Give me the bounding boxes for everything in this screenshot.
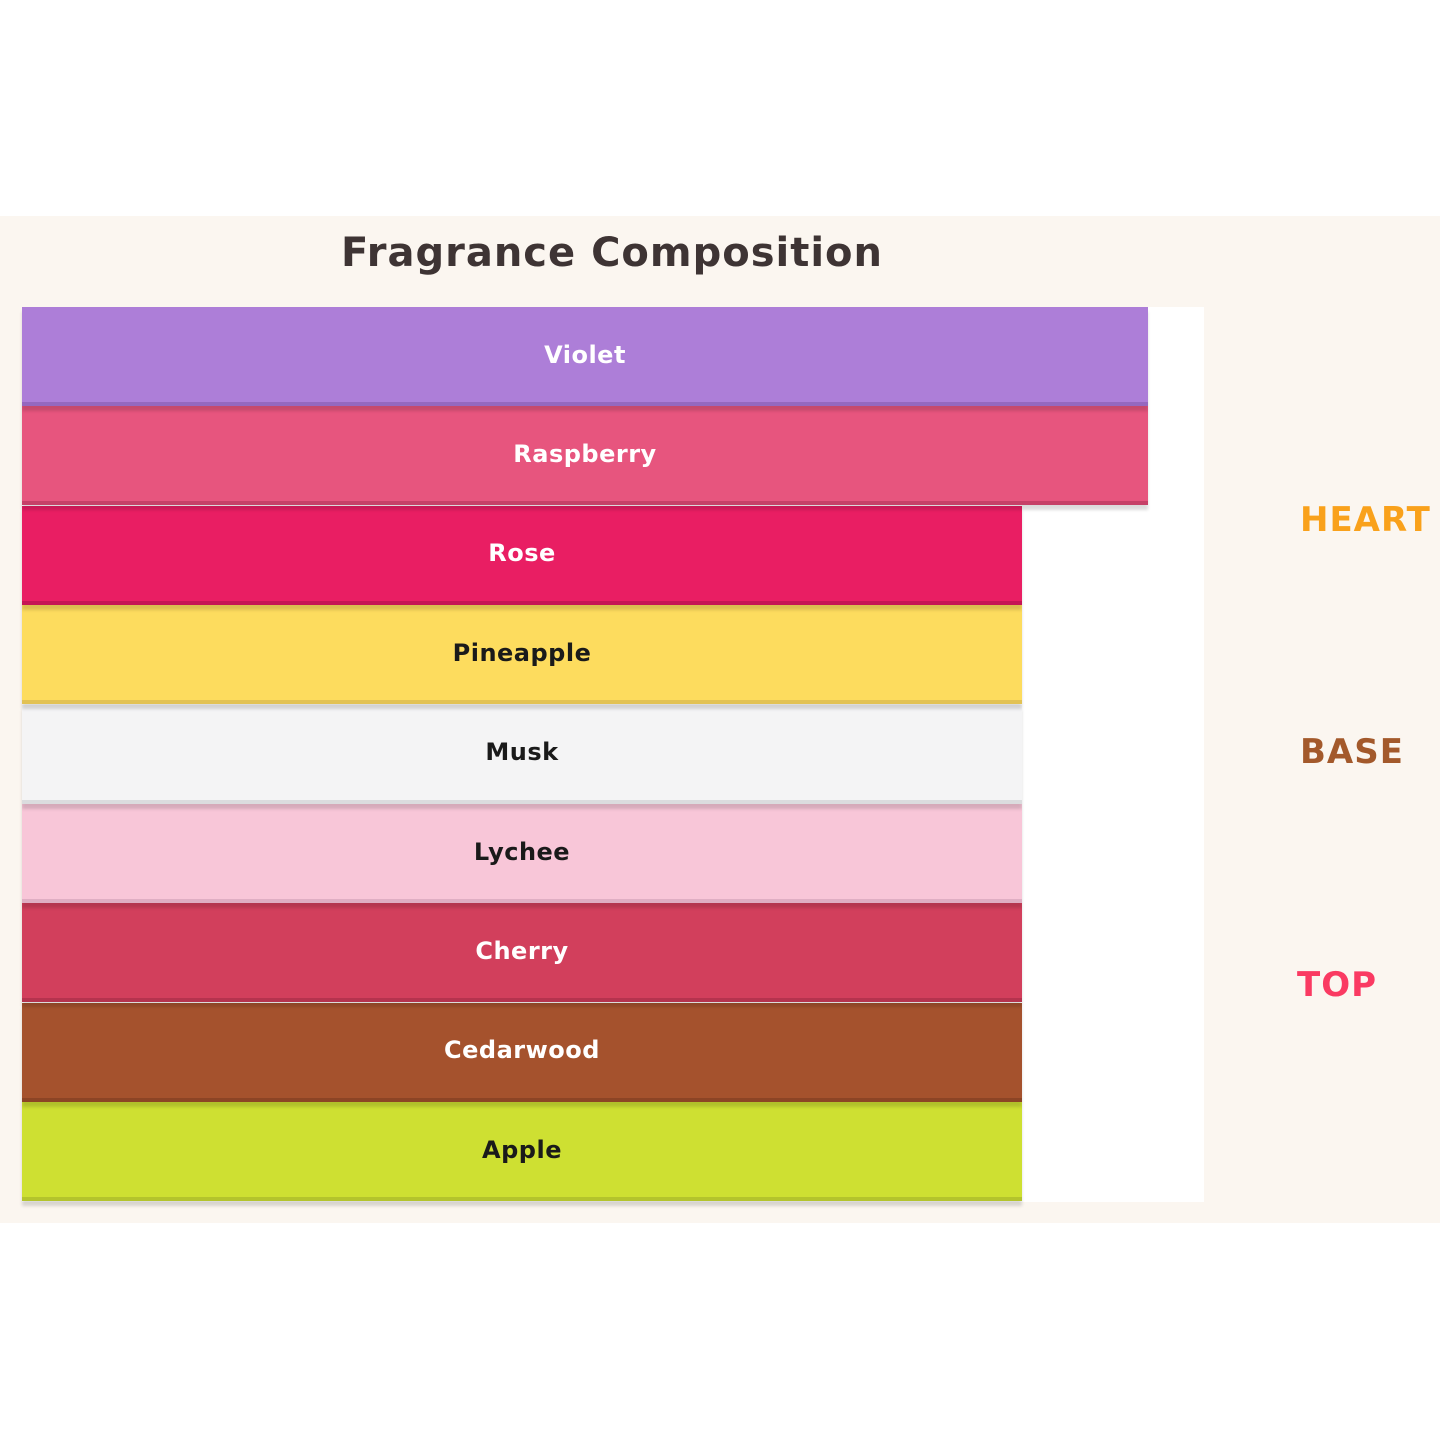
- bar-lychee: Lychee: [22, 804, 1022, 903]
- bar-label: Lychee: [473, 837, 571, 866]
- group-label-base: BASE: [1300, 732, 1404, 772]
- plot-area: Violet Raspberry Rose Pineapple Musk Lychee Ch…: [22, 307, 1204, 1202]
- bar-musk: Musk: [22, 704, 1022, 804]
- bar-label: Pineapple: [452, 638, 592, 667]
- chart-title: Fragrance Composition: [340, 230, 883, 276]
- bar-raspberry: Raspberry: [22, 406, 1148, 506]
- group-label-heart: HEART: [1300, 500, 1431, 540]
- bar-label: Raspberry: [513, 439, 657, 468]
- bar-rose: Rose: [22, 505, 1022, 605]
- group-label-top: TOP: [1297, 965, 1378, 1005]
- bar-label: Cedarwood: [444, 1036, 600, 1065]
- bar-pineapple: Pineapple: [22, 605, 1022, 705]
- bar-label: Musk: [485, 738, 559, 767]
- bar-label: Rose: [488, 539, 556, 568]
- bar-cedarwood: Cedarwood: [22, 1002, 1022, 1102]
- bar-violet: Violet: [22, 307, 1148, 406]
- bar-label: Violet: [544, 340, 626, 369]
- bar-label: Cherry: [475, 936, 569, 965]
- bar-label: Apple: [482, 1135, 562, 1164]
- bar-cherry: Cherry: [22, 903, 1022, 1003]
- bar-apple: Apple: [22, 1102, 1022, 1202]
